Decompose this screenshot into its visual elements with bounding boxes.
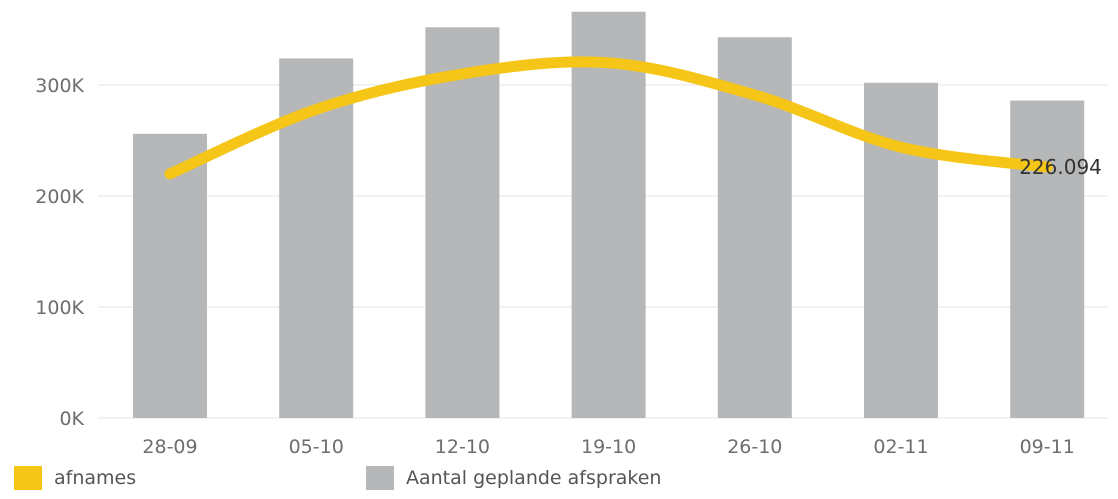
legend-swatch-afnames: [14, 466, 42, 490]
data-labels: 226.094: [1019, 155, 1102, 179]
bar-series: [133, 11, 1085, 419]
y-tick-label: 0K: [59, 408, 84, 430]
legend-item-afnames[interactable]: afnames: [14, 466, 136, 490]
bar-02-11: [864, 82, 938, 418]
bar-12-10: [425, 27, 500, 419]
data-label-09-11: 226.094: [1019, 155, 1102, 179]
x-tick-label: 09-11: [1020, 436, 1075, 458]
x-axis-ticks: 28-09 05-10 12-10 19-10 26-10 02-11 09-11: [142, 436, 1074, 458]
bar-28-09: [133, 133, 207, 418]
x-tick-label: 12-10: [435, 436, 490, 458]
legend-label-geplande-afspraken: Aantal geplande afspraken: [406, 467, 662, 489]
y-tick-label: 300K: [35, 75, 84, 97]
combo-chart: 0K 100K 200K 300K 28-09 05-10 12-10 19-10 26-10…: [35, 11, 1108, 458]
y-tick-label: 200K: [35, 186, 84, 208]
x-tick-label: 26-10: [727, 436, 782, 458]
y-axis-ticks: 0K 100K 200K 300K: [35, 75, 84, 430]
x-tick-label: 19-10: [581, 436, 636, 458]
bar-09-11: [1010, 100, 1085, 418]
bar-19-10: [571, 11, 646, 419]
x-tick-label: 28-09: [142, 436, 197, 458]
legend-swatch-geplande-afspraken: [366, 466, 394, 490]
x-tick-label: 05-10: [289, 436, 344, 458]
legend-item-geplande-afspraken[interactable]: Aantal geplande afspraken: [366, 466, 661, 490]
y-tick-label: 100K: [35, 297, 84, 319]
x-tick-label: 02-11: [873, 436, 928, 458]
legend-label-afnames: afnames: [54, 467, 137, 489]
line-series: [164, 56, 1053, 180]
